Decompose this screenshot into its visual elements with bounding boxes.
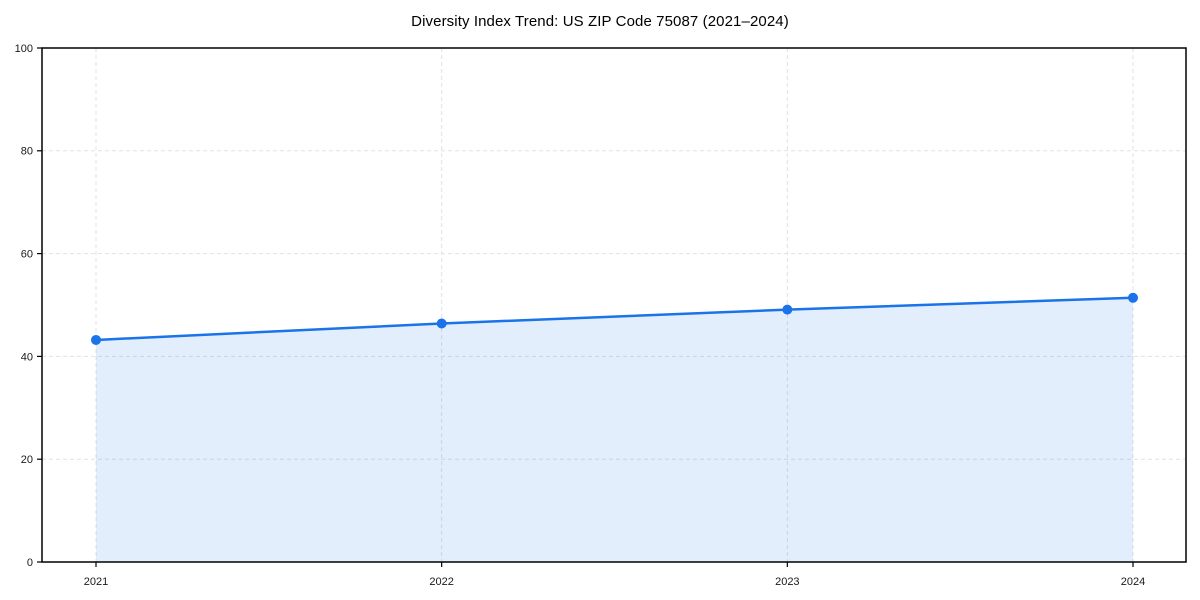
plot-border	[41, 47, 1187, 563]
y-tick-label-80: 80	[21, 146, 33, 158]
area-fill	[96, 297, 1133, 562]
x-tick-label-2024: 2024	[1121, 576, 1145, 588]
data-point-2022	[436, 318, 447, 329]
x-tick-label-2023: 2023	[775, 576, 799, 588]
x-tick-label-2022: 2022	[429, 576, 453, 588]
chart-title: Diversity Index Trend: US ZIP Code 75087…	[411, 13, 789, 30]
y-tick-label-20: 20	[21, 454, 33, 466]
y-tick-label-0: 0	[27, 557, 33, 569]
data-point-2021	[91, 334, 101, 345]
trend-line	[94, 296, 1135, 342]
data-point-2024	[1128, 292, 1138, 303]
x-tick-label-2021: 2021	[84, 576, 108, 588]
y-tick-label-100: 100	[15, 43, 33, 55]
y-tick-label-40: 40	[21, 351, 33, 363]
data-point-2023	[782, 304, 793, 315]
y-tick-label-60: 60	[21, 248, 33, 260]
